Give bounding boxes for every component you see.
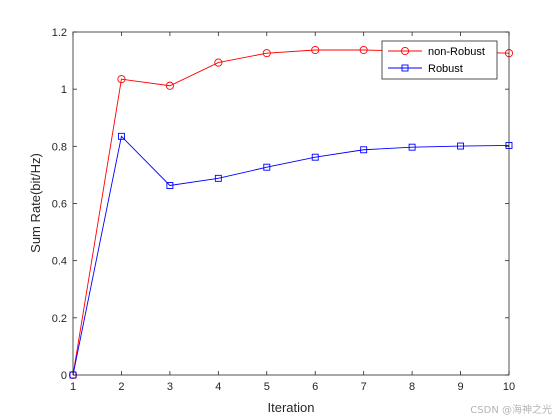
robust-series-line <box>72 135 510 376</box>
robust-point <box>457 142 465 150</box>
legend: non-Robust Robust <box>381 40 498 80</box>
x-tick-label: 2 <box>118 381 124 393</box>
x-tick-label: 5 <box>264 381 270 393</box>
x-tick-label: 7 <box>361 381 367 393</box>
x-tick-label: 9 <box>457 381 463 393</box>
robust-point <box>408 143 416 151</box>
y-tick-label: 0.4 <box>52 256 67 268</box>
x-axis-label: Iteration <box>268 400 315 415</box>
robust-point <box>311 153 319 161</box>
non-robust-point <box>359 45 368 55</box>
robust-point <box>263 163 271 171</box>
robust-point <box>360 146 368 154</box>
x-tick-label: 3 <box>167 381 173 393</box>
x-tick-label: 4 <box>215 381 221 393</box>
x-tick-label: 8 <box>409 381 415 393</box>
robust-point <box>117 132 125 140</box>
non-robust-point <box>214 58 223 67</box>
y-tick-label: 0.8 <box>52 141 67 153</box>
ticks-layer: 1 2 3 4 5 6 7 8 9 10 0 0.2 0.4 0.6 0.8 1 1.2 <box>52 27 515 393</box>
non-robust-point <box>165 81 174 90</box>
y-tick-label: 0 <box>61 370 67 382</box>
robust-legend-marker <box>401 64 409 72</box>
y-tick-label: 1 <box>61 84 67 96</box>
x-tick-label: 6 <box>312 381 318 393</box>
non-robust-point <box>311 45 320 55</box>
watermark: CSDN @海神之光 <box>470 405 552 416</box>
legend-box <box>381 40 498 80</box>
non-robust-legend-marker <box>400 46 410 56</box>
non-robust-legend-label: non-Robust <box>428 46 485 58</box>
robust-legend-label: Robust <box>428 63 463 75</box>
y-tick-label: 0.2 <box>52 313 67 325</box>
robust-point <box>214 174 222 182</box>
y-tick-label: 0.6 <box>52 199 67 211</box>
plot-area <box>73 32 509 375</box>
y-axis-label: Sum Rate(bit/Hz) <box>28 153 43 253</box>
non-robust-point <box>117 75 126 84</box>
robust-point <box>166 182 174 189</box>
x-tick-label: 1 <box>70 381 76 393</box>
x-tick-label: 10 <box>503 381 515 393</box>
y-tick-label: 1.2 <box>52 27 67 39</box>
non-robust-point <box>262 49 271 58</box>
